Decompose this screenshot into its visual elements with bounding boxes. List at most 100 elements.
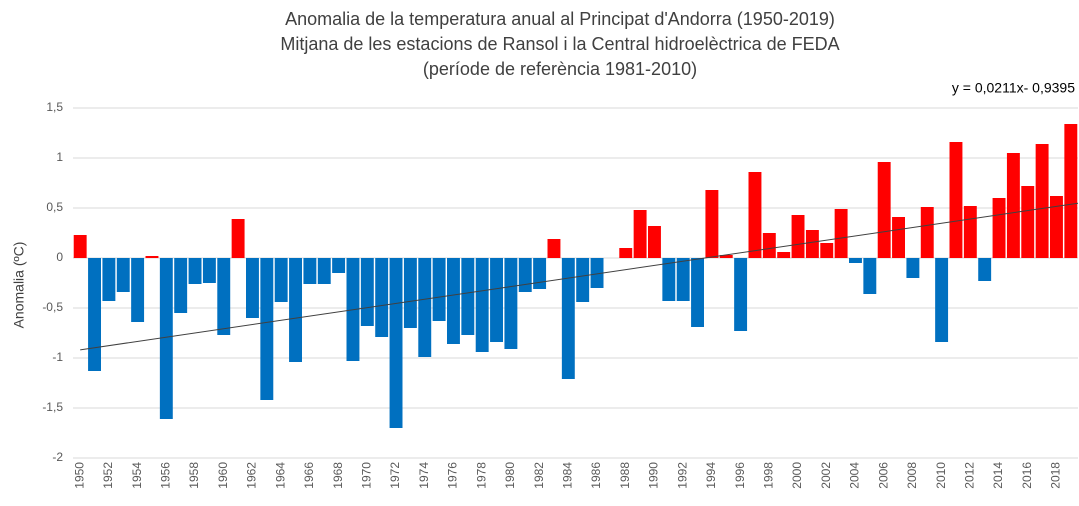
x-tick-label: 2010 bbox=[934, 462, 948, 489]
y-tick-label: -1,5 bbox=[42, 400, 63, 414]
bar bbox=[504, 258, 518, 349]
x-tick-label: 1972 bbox=[388, 462, 402, 489]
bar bbox=[748, 172, 762, 258]
bar bbox=[360, 258, 374, 326]
bar bbox=[73, 235, 87, 258]
bar bbox=[418, 258, 432, 357]
x-tick-label: 1960 bbox=[216, 462, 230, 489]
x-tick-label: 1964 bbox=[273, 462, 287, 489]
x-tick-label: 2006 bbox=[876, 462, 890, 489]
bar bbox=[202, 258, 216, 283]
x-tick-label: 1970 bbox=[359, 462, 373, 489]
bar bbox=[274, 258, 288, 302]
x-tick-label: 1950 bbox=[72, 462, 86, 489]
bar bbox=[303, 258, 317, 284]
bar bbox=[949, 142, 963, 258]
bar bbox=[705, 190, 719, 258]
bar bbox=[475, 258, 489, 352]
bar bbox=[906, 258, 920, 278]
x-tick-label: 1978 bbox=[474, 462, 488, 489]
x-tick-label: 2008 bbox=[905, 462, 919, 489]
x-tick-label: 2000 bbox=[790, 462, 804, 489]
bar bbox=[403, 258, 417, 328]
bar bbox=[1006, 153, 1020, 258]
y-axis-label: Anomalia (ºC) bbox=[11, 242, 27, 329]
x-tick-label: 1998 bbox=[761, 462, 775, 489]
x-tick-label: 1952 bbox=[101, 462, 115, 489]
x-tick-label: 1954 bbox=[130, 462, 144, 489]
bar bbox=[447, 258, 460, 344]
y-tick-label: 0 bbox=[56, 250, 63, 264]
y-tick-label: -2 bbox=[52, 450, 63, 464]
bar bbox=[920, 207, 934, 258]
bar bbox=[246, 258, 259, 318]
x-tick-label: 2014 bbox=[991, 462, 1005, 489]
bar bbox=[547, 239, 561, 258]
bar bbox=[145, 256, 159, 258]
bar bbox=[131, 258, 145, 322]
bar bbox=[662, 258, 676, 301]
y-tick-label: 0,5 bbox=[46, 200, 63, 214]
bar bbox=[834, 209, 848, 258]
x-tick-label: 2002 bbox=[819, 462, 833, 489]
x-tick-label: 2018 bbox=[1049, 462, 1063, 489]
x-tick-label: 1984 bbox=[560, 462, 574, 489]
y-tick-label: -0,5 bbox=[42, 300, 63, 314]
bar bbox=[676, 258, 690, 301]
bar bbox=[619, 248, 633, 258]
bar bbox=[518, 258, 532, 292]
bar bbox=[633, 210, 647, 258]
y-tick-label: 1 bbox=[56, 150, 63, 164]
bar bbox=[375, 258, 389, 337]
bar bbox=[863, 258, 877, 294]
bar bbox=[490, 258, 503, 342]
bar bbox=[978, 258, 992, 281]
bar bbox=[1035, 144, 1049, 258]
bar bbox=[174, 258, 188, 313]
bar bbox=[648, 226, 661, 258]
x-tick-label: 1986 bbox=[589, 462, 603, 489]
bar bbox=[159, 258, 173, 419]
bar bbox=[389, 258, 403, 428]
trendline bbox=[80, 202, 1079, 351]
x-tick-label: 1988 bbox=[618, 462, 632, 489]
x-tick-label: 2004 bbox=[848, 462, 862, 489]
x-tick-label: 1968 bbox=[331, 462, 345, 489]
bar bbox=[963, 206, 977, 258]
x-tick-label: 1962 bbox=[245, 462, 259, 489]
bar bbox=[260, 258, 274, 400]
bar bbox=[533, 258, 547, 289]
bar bbox=[791, 215, 805, 258]
bar bbox=[88, 258, 101, 371]
bar bbox=[849, 258, 862, 263]
bar bbox=[877, 162, 891, 258]
x-tick-label: 1996 bbox=[733, 462, 747, 489]
bar bbox=[217, 258, 231, 335]
bar bbox=[777, 252, 791, 258]
bar bbox=[820, 243, 834, 258]
x-tick-label: 1974 bbox=[417, 462, 431, 489]
bar bbox=[935, 258, 949, 342]
bar bbox=[892, 217, 905, 258]
bar bbox=[461, 258, 475, 335]
bar bbox=[432, 258, 446, 321]
bar bbox=[102, 258, 116, 301]
bar bbox=[1050, 196, 1063, 258]
bar bbox=[231, 219, 245, 258]
bar bbox=[332, 258, 346, 273]
bar bbox=[734, 258, 748, 331]
x-tick-label: 2016 bbox=[1020, 462, 1034, 489]
y-tick-label: -1 bbox=[52, 350, 63, 364]
bar bbox=[719, 255, 733, 258]
bar bbox=[576, 258, 590, 302]
bar bbox=[317, 258, 331, 284]
bar bbox=[1064, 124, 1078, 258]
chart-title: Anomalia de la temperatura anual al Prin… bbox=[285, 9, 835, 29]
x-tick-label: 1990 bbox=[647, 462, 661, 489]
x-tick-label: 1980 bbox=[503, 462, 517, 489]
bar bbox=[188, 258, 202, 284]
bar bbox=[1021, 186, 1035, 258]
x-tick-label: 2012 bbox=[962, 462, 976, 489]
bar bbox=[762, 233, 776, 258]
